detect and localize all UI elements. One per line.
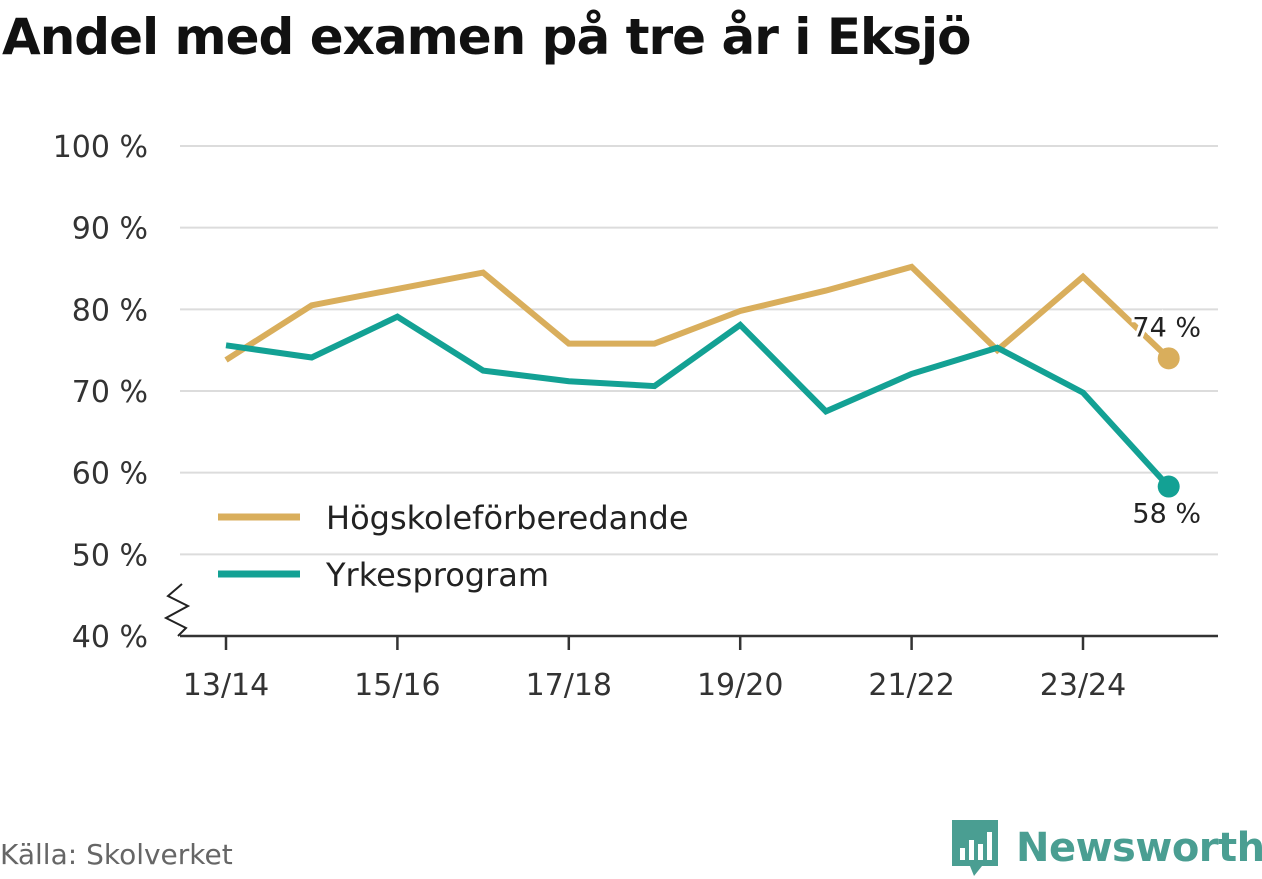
y-tick-label: 80 % bbox=[72, 293, 148, 328]
y-axis-ticks: 40 % 50 % 60 % 70 % 80 % 90 % 100 % bbox=[53, 130, 148, 655]
brand-name: Newsworthy bbox=[1016, 825, 1262, 871]
end-value-label: 74 % bbox=[1132, 312, 1201, 343]
series-line-0 bbox=[224, 263, 1171, 363]
y-tick-label: 60 % bbox=[72, 457, 148, 492]
legend-label: Högskoleförberedande bbox=[326, 499, 689, 537]
x-tick-label: 13/14 bbox=[183, 668, 269, 703]
legend-background bbox=[204, 496, 749, 552]
series-end-point-1 bbox=[1157, 475, 1180, 498]
y-tick-label: 90 % bbox=[72, 212, 148, 247]
series-line-1 bbox=[225, 313, 1171, 489]
brand-logo: Newsworthy bbox=[950, 818, 1262, 878]
series-lines bbox=[224, 263, 1180, 498]
x-tick-label: 15/16 bbox=[354, 668, 440, 703]
y-tick-label: 50 % bbox=[72, 538, 148, 573]
legend: Högskoleförberedande Yrkesprogram bbox=[204, 496, 749, 594]
y-tick-label: 100 % bbox=[53, 130, 148, 165]
y-tick-label: 40 % bbox=[72, 620, 148, 655]
end-value-label: 58 % bbox=[1132, 499, 1201, 530]
source-note: Källa: Skolverket bbox=[0, 838, 233, 871]
newsworthy-logo-icon bbox=[952, 820, 998, 876]
x-tick-label: 23/24 bbox=[1040, 668, 1126, 703]
x-axis-ticks: 13/14 15/16 17/18 19/20 21/22 23/24 bbox=[183, 636, 1126, 703]
end-labels: 74 % 58 % bbox=[1129, 309, 1204, 532]
axis-break-icon bbox=[163, 583, 191, 637]
x-axis bbox=[163, 583, 1218, 638]
x-tick-label: 17/18 bbox=[526, 668, 612, 703]
chart-title: Andel med examen på tre år i Eksjö bbox=[2, 8, 971, 66]
y-tick-label: 70 % bbox=[72, 375, 148, 410]
legend-label: Yrkesprogram bbox=[325, 556, 549, 594]
x-tick-label: 19/20 bbox=[697, 668, 783, 703]
grid-lines bbox=[180, 145, 1218, 556]
x-tick-label: 21/22 bbox=[868, 668, 954, 703]
series-end-point-0 bbox=[1157, 347, 1180, 370]
